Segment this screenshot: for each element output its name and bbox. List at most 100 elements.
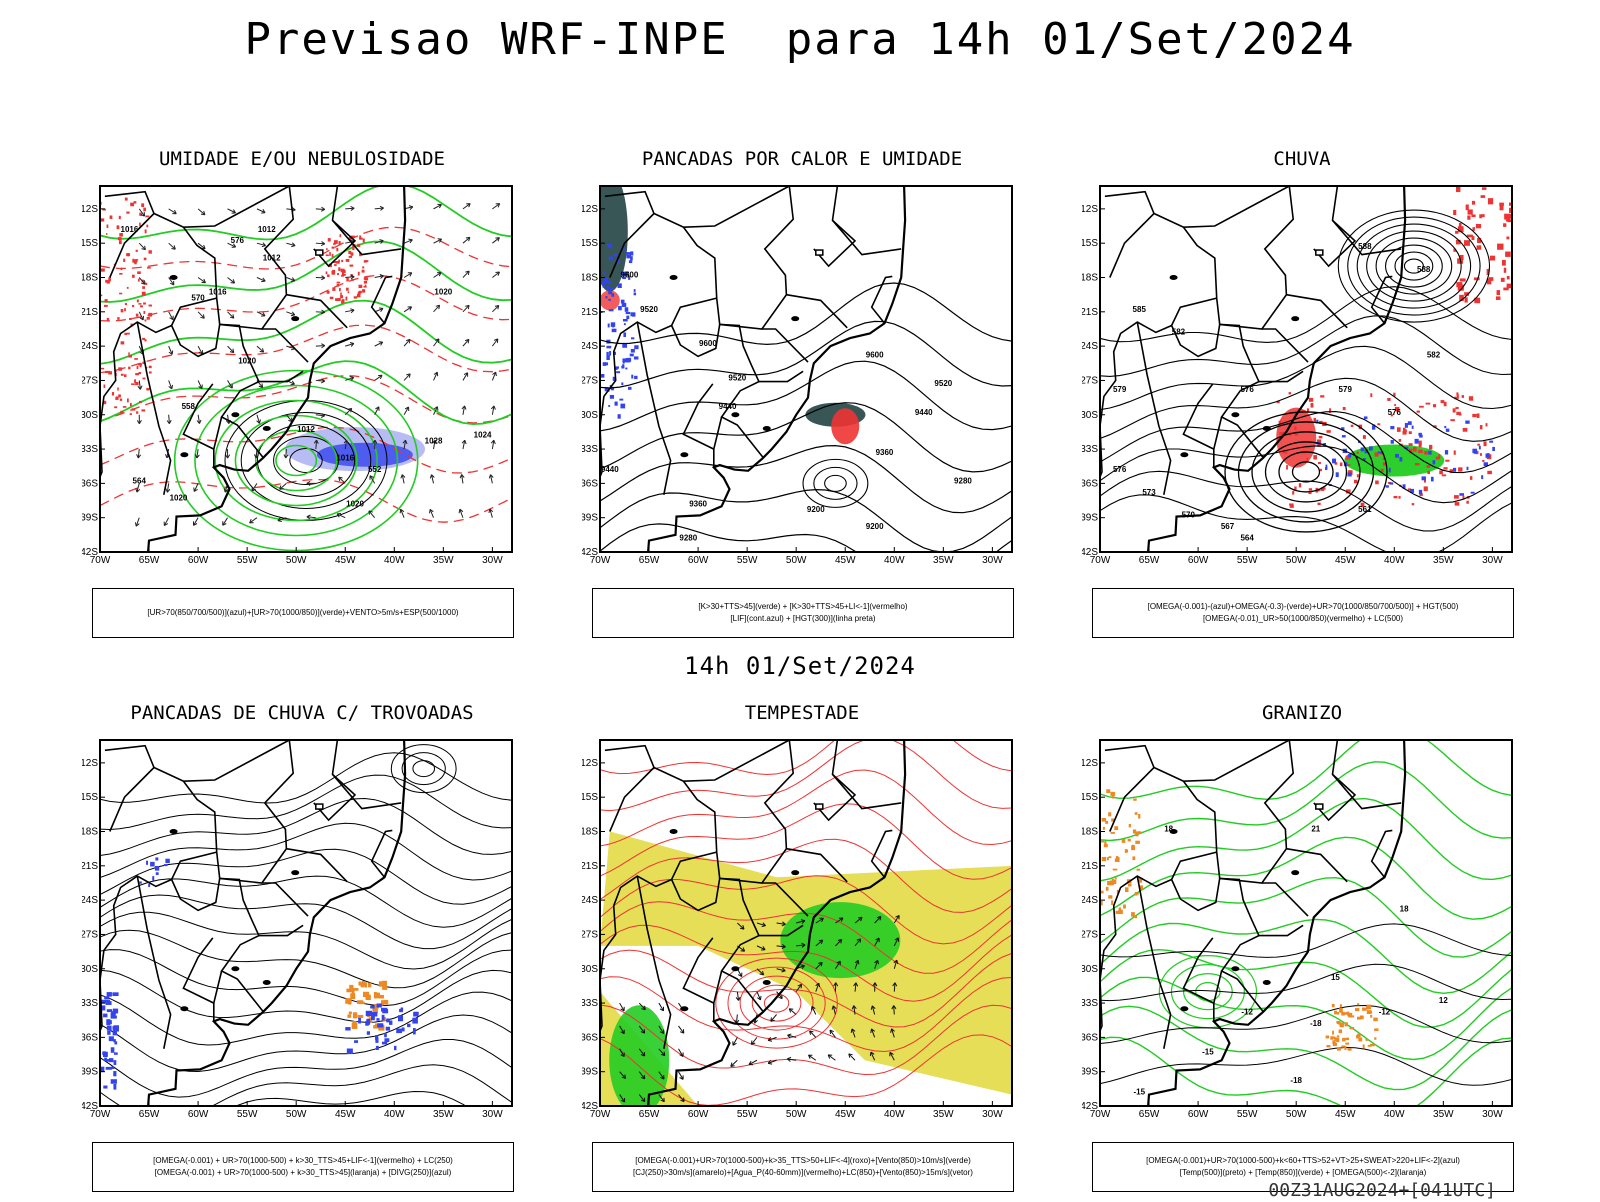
lif-contour <box>608 299 611 301</box>
red-speckle <box>136 411 138 413</box>
red-speckle <box>354 296 358 298</box>
rain-red-speckle <box>1445 460 1449 462</box>
divergence-blue <box>103 1086 107 1089</box>
omega-orange <box>1111 900 1113 905</box>
lake-marker <box>680 1006 688 1011</box>
lif-contour <box>626 316 629 319</box>
red-speckle <box>137 366 139 369</box>
omega-orange <box>1334 1011 1337 1015</box>
contour-label: 15 <box>1331 973 1340 982</box>
red-speckle <box>123 259 125 262</box>
lif-contour <box>630 312 635 316</box>
divergence-blue <box>164 864 168 866</box>
rain-red-speckle <box>1501 278 1505 282</box>
rain-blue-speckle <box>1489 441 1493 443</box>
omega-orange <box>1107 857 1109 860</box>
omega-orange <box>1365 1039 1368 1041</box>
rain-red-speckle <box>1477 444 1480 446</box>
x-tick-label: 30W <box>1482 1109 1503 1120</box>
red-speckle <box>359 285 363 288</box>
omega-orange <box>1103 827 1105 830</box>
red-speckle <box>136 314 139 317</box>
y-tick-label: 27S <box>1082 929 1098 940</box>
y-tick-label: 33S <box>582 998 598 1009</box>
divergence-blue <box>146 861 148 865</box>
red-speckle <box>365 285 367 287</box>
rain-red-speckle <box>1424 451 1428 455</box>
contour-label: 570 <box>191 293 205 302</box>
rain-red-speckle <box>1456 412 1461 415</box>
red-speckle <box>351 279 354 281</box>
omega-orange <box>1133 829 1136 833</box>
red-speckle <box>112 392 114 396</box>
contour-label: -12 <box>1241 1008 1253 1017</box>
y-tick-label: 15S <box>1082 238 1098 249</box>
contour-label: 21 <box>1311 825 1320 834</box>
divergence-blue <box>102 1005 106 1010</box>
rain-red-speckle <box>1290 505 1294 507</box>
divergence-blue <box>109 1036 114 1041</box>
rain-red-speckle <box>1319 436 1323 438</box>
divergence-blue <box>354 1040 358 1043</box>
divergence-blue <box>370 1005 375 1008</box>
red-speckle <box>328 238 331 242</box>
x-tick-label: 30W <box>482 1109 503 1120</box>
rain-red-speckle <box>1497 244 1503 250</box>
rain-red-speckle <box>1477 413 1480 417</box>
contour-label: 9520 <box>640 305 658 314</box>
divergence-blue <box>382 1042 387 1045</box>
red-speckle <box>143 302 146 304</box>
lake-marker <box>170 275 178 280</box>
y-tick-label: 18S <box>82 273 98 284</box>
x-tick-label: 55W <box>737 1109 758 1120</box>
rain-red-speckle <box>1399 439 1401 442</box>
lif-contour <box>634 293 636 296</box>
x-tick-label: 45W <box>335 1109 356 1120</box>
contour-label: 561 <box>1358 505 1372 514</box>
y-tick-label: 15S <box>82 792 98 803</box>
lif-contour <box>603 362 606 366</box>
red-speckle <box>145 319 147 321</box>
x-tick-label: 45W <box>1335 555 1356 566</box>
contour-label: 564 <box>1240 534 1254 543</box>
y-tick-label: 42S <box>82 1101 98 1112</box>
omega-orange <box>1330 1036 1333 1039</box>
x-tick-label: 50W <box>786 1109 807 1120</box>
panel-title: GRANIZO <box>1082 702 1522 724</box>
rain-red-speckle <box>1453 210 1456 215</box>
map-chuva: 5885885855825765795765735705675645615825… <box>1082 176 1522 586</box>
rain-red-speckle <box>1482 460 1484 462</box>
legend-tempestade: [OMEGA(-0.001)+UR>70(1000-500)+k>35_TTS>… <box>592 1142 1014 1192</box>
lif-contour <box>625 368 627 370</box>
rain-red-speckle <box>1309 488 1312 490</box>
contour-label: 1012 <box>297 425 315 434</box>
red-speckle <box>340 295 343 298</box>
rain-red-speckle <box>1429 445 1432 450</box>
red-speckle <box>101 368 104 370</box>
rain-red-speckle <box>1507 284 1512 289</box>
divergence-blue <box>104 996 109 999</box>
legend-line: [UR>70(850/700/500)](azul)+[UR>70(1000/8… <box>147 607 458 619</box>
x-tick-label: 50W <box>286 555 307 566</box>
contour-label: 9280 <box>954 476 972 485</box>
capital-marker <box>316 250 323 255</box>
legend-line: [OMEGA(-0.001)+UR>70(1000-500)+k<60+TTS>… <box>1146 1155 1460 1167</box>
red-speckle <box>141 409 145 411</box>
contour-label: 9360 <box>876 448 894 457</box>
rain-red-speckle <box>1397 427 1401 432</box>
rain-red-speckle <box>1464 240 1470 246</box>
contour-label: 1020 <box>434 288 452 297</box>
legend-line: [K>30+TTS>45](verde) + [K>30+TTS>45+LI<-… <box>698 601 907 613</box>
lake-marker <box>231 412 239 417</box>
omega-orange <box>1363 1044 1365 1048</box>
contour-label: 576 <box>1240 385 1254 394</box>
omega-orange <box>1123 904 1126 908</box>
omega-orange <box>1374 1028 1378 1031</box>
rain-red-speckle <box>1415 463 1420 465</box>
lake-marker <box>791 870 799 875</box>
footer-run-info: 00Z31AUG2024+[041UTC] <box>1268 1180 1496 1201</box>
red-speckle <box>128 352 130 354</box>
contour-label: -12 <box>1379 1008 1391 1017</box>
legend-line: [OMEGA(-0.001) + UR>70(1000-500) + k>30_… <box>155 1167 452 1179</box>
